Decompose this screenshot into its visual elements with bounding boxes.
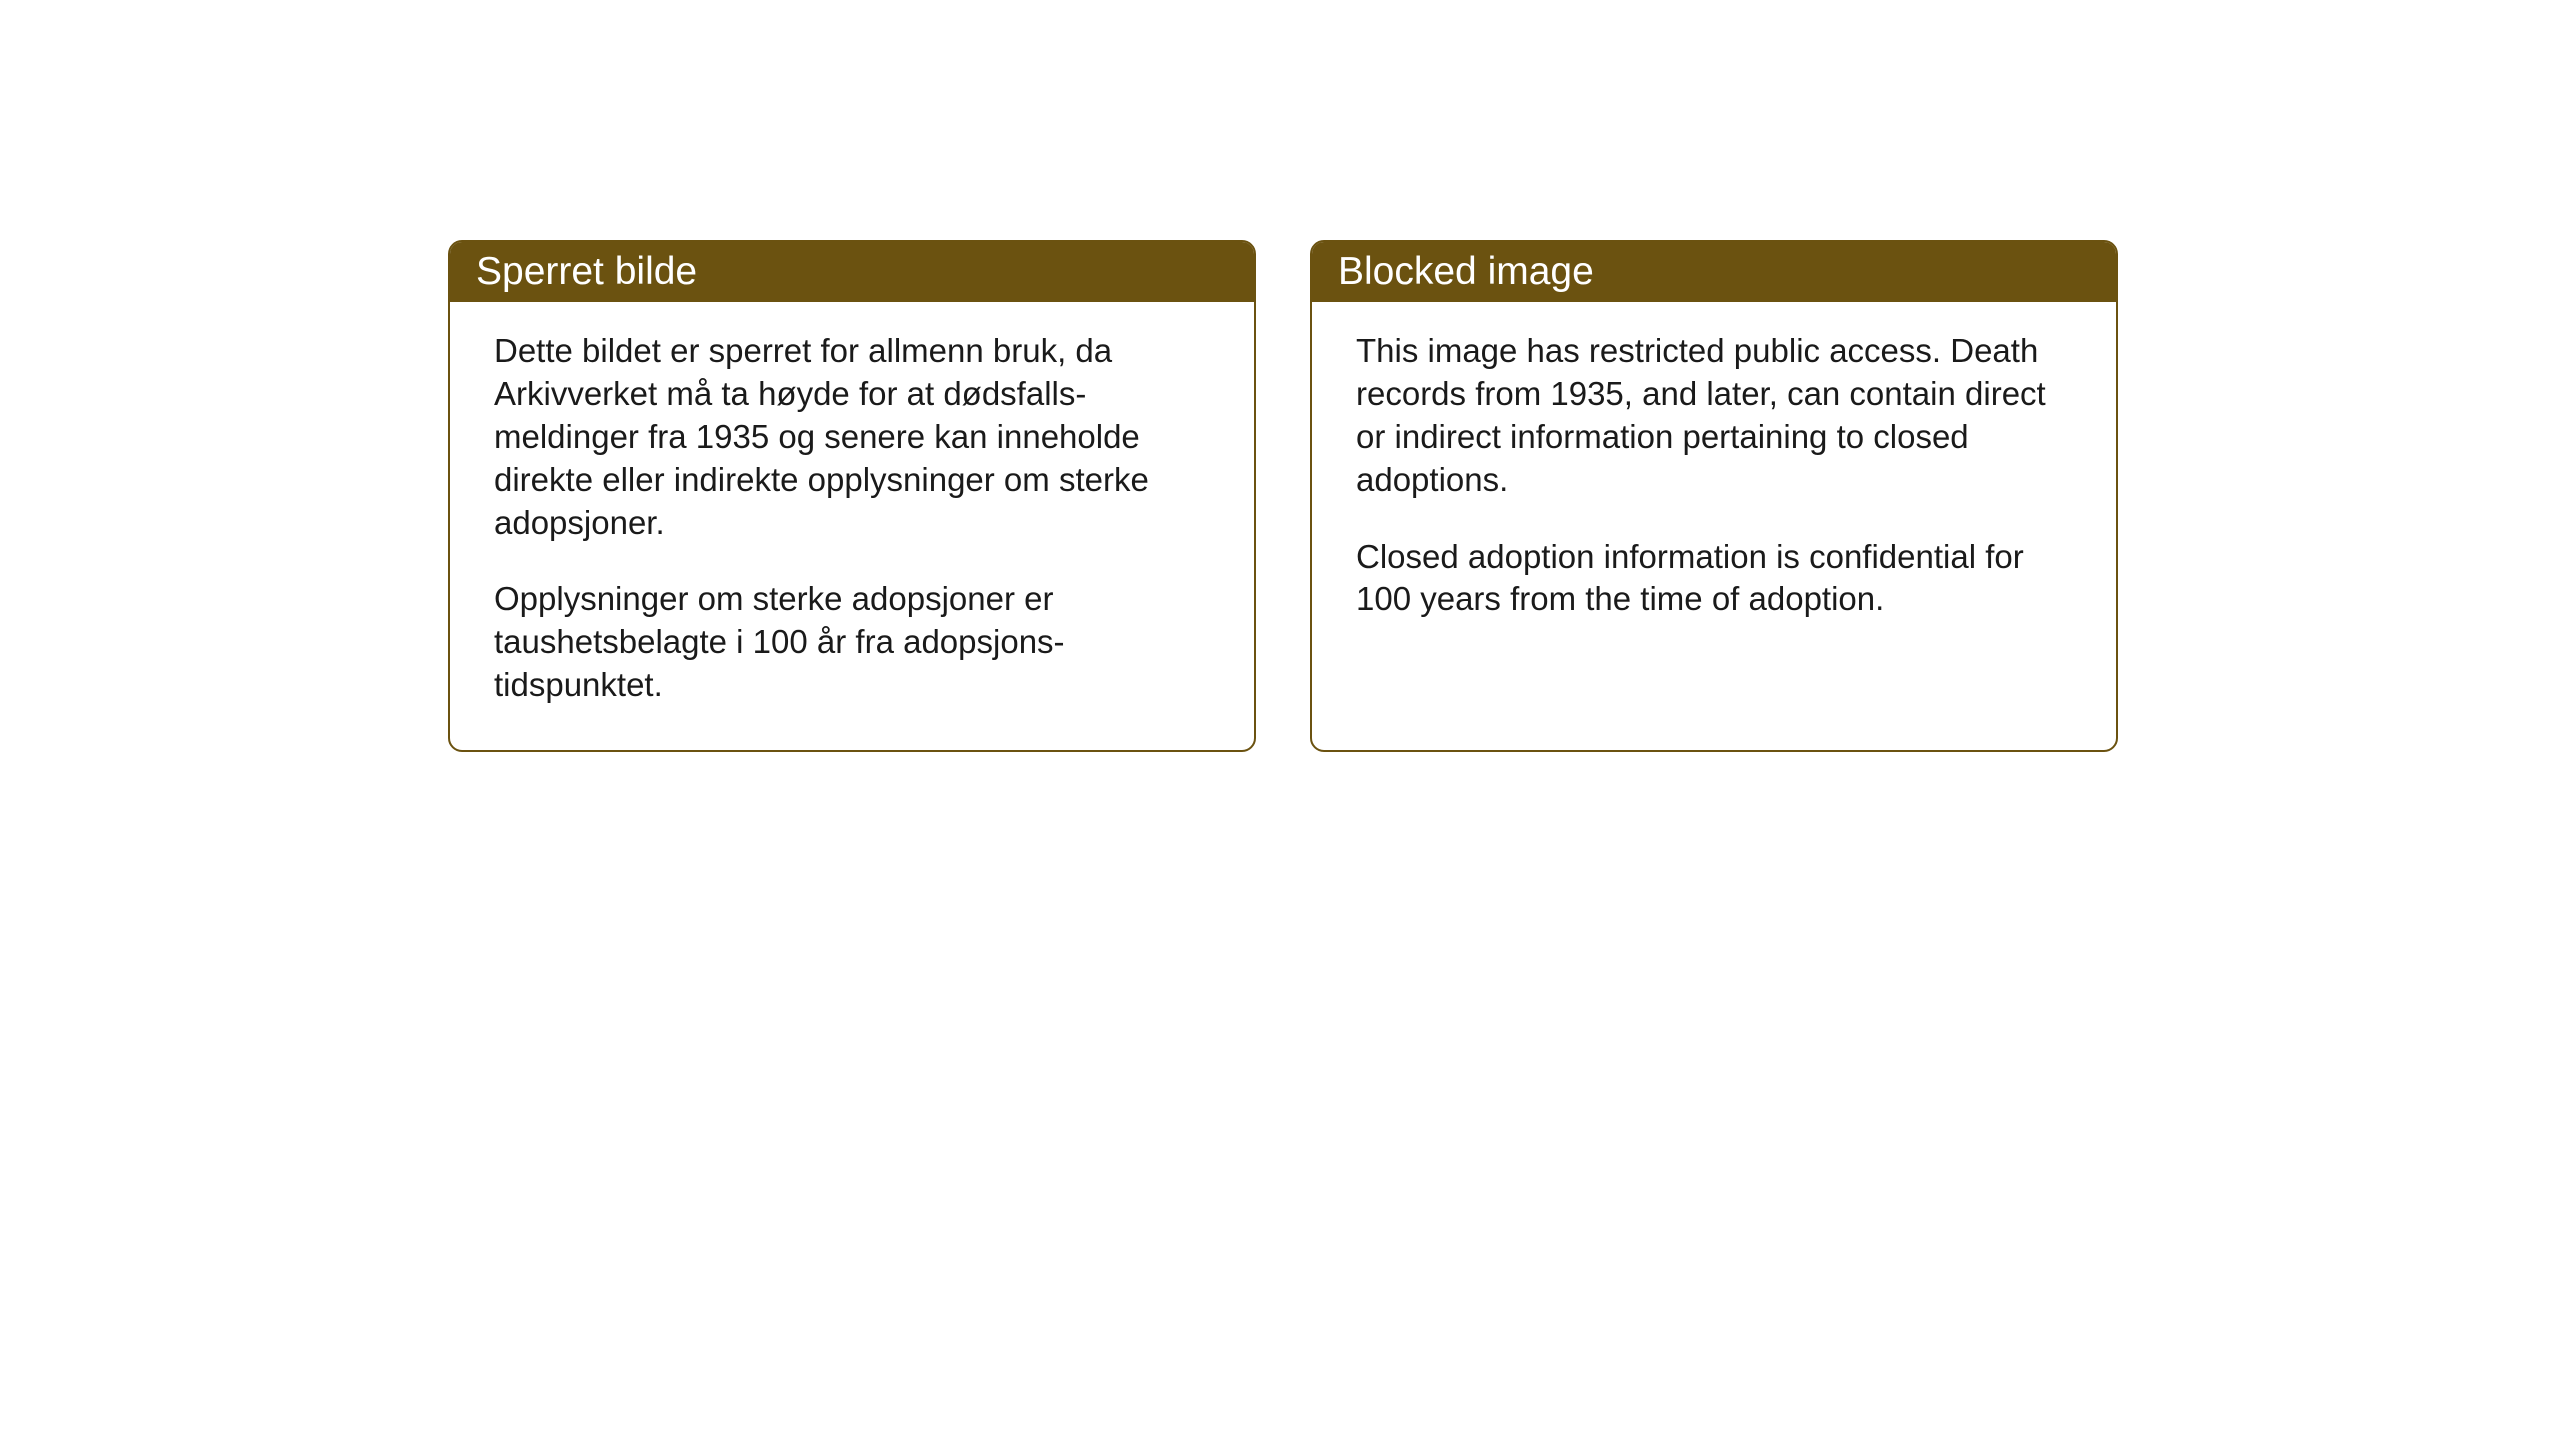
english-panel-body: This image has restricted public access.… [1312, 302, 2116, 750]
norwegian-para-2: Opplysninger om sterke adopsjoner er tau… [494, 578, 1210, 707]
norwegian-panel: Sperret bilde Dette bildet er sperret fo… [448, 240, 1256, 752]
english-panel-title: Blocked image [1312, 242, 2116, 302]
english-para-1: This image has restricted public access.… [1356, 330, 2072, 502]
english-para-2: Closed adoption information is confident… [1356, 536, 2072, 622]
norwegian-para-1: Dette bildet er sperret for allmenn bruk… [494, 330, 1210, 544]
norwegian-panel-body: Dette bildet er sperret for allmenn bruk… [450, 302, 1254, 750]
norwegian-panel-title: Sperret bilde [450, 242, 1254, 302]
notice-container: Sperret bilde Dette bildet er sperret fo… [448, 240, 2118, 752]
english-panel: Blocked image This image has restricted … [1310, 240, 2118, 752]
